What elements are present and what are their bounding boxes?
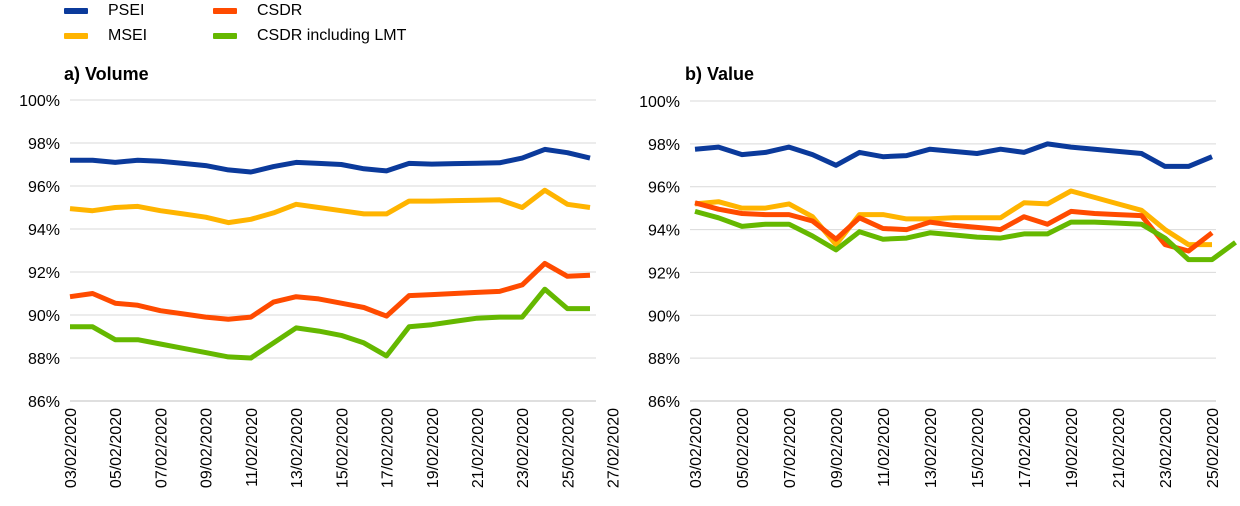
y-tick-label: 96% <box>648 180 680 197</box>
x-tick-label: 09/02/2020 <box>829 408 846 488</box>
series-line-csdr-including-lmt <box>70 286 590 361</box>
y-tick-label: 92% <box>648 265 680 282</box>
x-tick-label: 15/02/2020 <box>970 408 987 488</box>
y-tick-label: 98% <box>648 137 680 154</box>
legend-label-csdr: CSDR <box>257 2 303 19</box>
x-tick-label: 07/02/2020 <box>782 408 799 488</box>
y-tick-label: 90% <box>648 308 680 325</box>
legend-item-psei: PSEI <box>64 2 144 20</box>
series-line-csdr <box>69 260 591 322</box>
x-tick-label: 19/02/2020 <box>1064 408 1081 488</box>
y-tick-label: 86% <box>648 394 680 411</box>
x-tick-label: 25/02/2020 <box>1205 408 1222 488</box>
x-tick-label: 11/02/2020 <box>876 408 893 487</box>
x-tick-label: 19/02/2020 <box>425 408 442 488</box>
series-line-psei <box>694 141 1213 169</box>
legend-label-csdr-lmt: CSDR including LMT <box>257 27 407 44</box>
legend-label-msei: MSEI <box>108 27 148 44</box>
chart-value: 86% 88% 90% 92% 94% 96% 98% 100% 03/02/2020 05/02… <box>639 94 1237 488</box>
legend-swatch-msei <box>64 33 88 39</box>
x-tick-label: 03/02/2020 <box>63 408 80 488</box>
legend-swatch-csdr <box>213 8 237 14</box>
x-tick-label: 27/02/2020 <box>606 408 623 488</box>
legend-item-csdr: CSDR <box>213 2 302 20</box>
x-tick-label: 25/02/2020 <box>560 408 577 488</box>
x-tick-label: 05/02/2020 <box>108 408 125 488</box>
series-line-psei <box>70 146 591 175</box>
legend-item-csdr-lmt: CSDR including LMT <box>213 27 406 45</box>
y-tick-label: 90% <box>28 308 60 325</box>
y-tick-label: 88% <box>648 351 680 368</box>
x-tick-label: 07/02/2020 <box>153 408 170 488</box>
y-tick-label: 88% <box>28 351 60 368</box>
legend-swatch-psei <box>64 8 88 14</box>
y-tick-label: 98% <box>28 136 60 153</box>
series-line-msei <box>694 188 1212 248</box>
y-tick-label: 94% <box>28 222 60 239</box>
x-tick-label: 15/02/2020 <box>334 408 351 488</box>
legend: PSEI CSDR MSEI CSDR including LMT <box>0 0 520 48</box>
x-tick-label: 21/02/2020 <box>1111 408 1128 488</box>
y-tick-label: 96% <box>28 179 60 196</box>
y-tick-label: 92% <box>28 265 60 282</box>
series-line-csdr <box>694 200 1214 254</box>
x-tick-label: 23/02/2020 <box>515 408 532 488</box>
y-tick-label: 100% <box>639 94 680 111</box>
x-tick-label: 17/02/2020 <box>380 408 397 488</box>
series-line-msei <box>69 187 591 226</box>
x-tick-label: 11/02/2020 <box>244 408 261 487</box>
x-tick-label: 23/02/2020 <box>1158 408 1175 488</box>
legend-item-msei: MSEI <box>64 27 147 45</box>
chart-title-value: b) Value <box>685 64 755 84</box>
legend-swatch-csdr-lmt <box>213 33 237 39</box>
x-tick-label: 13/02/2020 <box>289 408 306 488</box>
series-line-csdr-including-lmt <box>694 208 1237 263</box>
y-tick-label: 86% <box>28 394 60 411</box>
y-tick-label: 94% <box>648 223 680 240</box>
legend-label-psei: PSEI <box>108 2 145 19</box>
chart-volume: 86% 88% 90% 92% 94% 96% 98% 100% 03/02/2020 05/02… <box>19 93 623 488</box>
x-tick-label: 21/02/2020 <box>470 408 487 488</box>
x-tick-label: 17/02/2020 <box>1017 408 1034 488</box>
y-tick-label: 100% <box>19 93 60 110</box>
chart-title-volume: a) Volume <box>64 64 149 84</box>
x-tick-label: 13/02/2020 <box>923 408 940 488</box>
x-tick-label: 03/02/2020 <box>688 408 705 488</box>
x-tick-label: 05/02/2020 <box>735 408 752 488</box>
x-tick-label: 09/02/2020 <box>199 408 216 488</box>
